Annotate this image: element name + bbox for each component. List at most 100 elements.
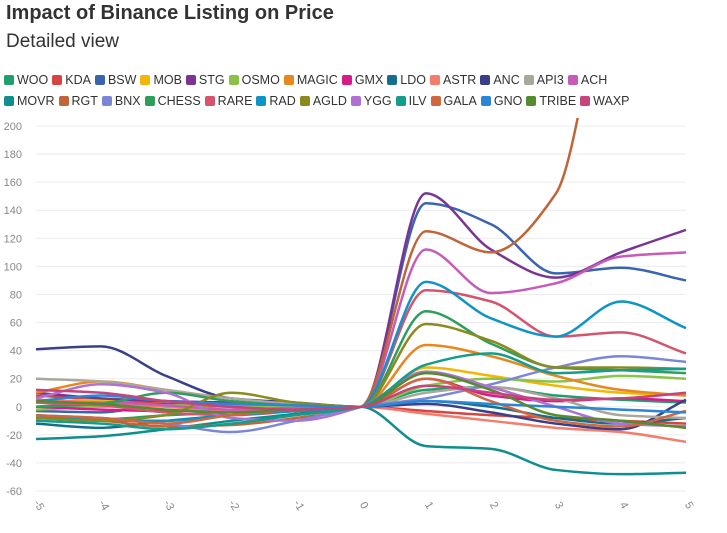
chart-legend: WOO KDA BSW MOB STG OSMO MAGIC GMX LDO ASTR ANC API…	[4, 69, 704, 111]
chart-title: Impact of Binance Listing on Price	[6, 2, 334, 24]
legend-swatch	[185, 74, 196, 85]
y-tick-label: 120	[4, 233, 22, 245]
x-tick-label: 1	[422, 500, 435, 511]
legend-item-agld[interactable]: AGLD	[299, 93, 347, 108]
legend-swatch	[526, 95, 537, 106]
x-tick-label: -2	[226, 498, 241, 512]
legend-item-kda[interactable]: KDA	[52, 73, 91, 87]
legend-item-bsw[interactable]: BSW	[94, 72, 137, 87]
x-tick-label: -4	[96, 498, 111, 512]
legend-swatch	[523, 74, 534, 85]
legend-item-ygg[interactable]: YGG	[350, 93, 392, 108]
legend-item-mob[interactable]: MOB	[140, 72, 182, 87]
legend-label: BNX	[114, 93, 141, 108]
y-tick-label: -40	[6, 458, 22, 470]
legend-label: ASTR	[443, 72, 477, 87]
legend-swatch	[256, 95, 267, 106]
legend-label: MAGIC	[296, 72, 338, 87]
x-tick-label: -5	[31, 498, 46, 512]
y-tick-label: 60	[10, 318, 22, 330]
legend-item-stg[interactable]: STG	[185, 73, 225, 87]
series-line-waxp[interactable]	[36, 384, 687, 411]
chart-subtitle: Detailed view	[6, 31, 119, 52]
legend-item-osmo[interactable]: OSMO	[228, 73, 280, 87]
legend-label: MOB	[153, 72, 182, 87]
legend-item-ilv[interactable]: ILV	[395, 93, 427, 108]
legend-swatch	[480, 74, 491, 85]
x-axis-labels: -5 -4 -3 -2 -1 0 1 2 3 4 5	[31, 498, 695, 512]
series-line-stg[interactable]	[36, 192, 687, 409]
legend-swatch	[350, 95, 361, 106]
y-tick-label: 180	[4, 149, 22, 161]
legend-item-gno[interactable]: GNO	[480, 93, 523, 108]
legend-swatch	[4, 74, 14, 85]
legend-swatch	[430, 95, 441, 106]
legend-item-tribe[interactable]: TRIBE	[526, 94, 576, 108]
legend-label: ILV	[408, 93, 427, 108]
legend-label: BSW	[107, 72, 137, 87]
legend-item-astr[interactable]: ASTR	[430, 73, 476, 87]
legend-label: YGG	[363, 93, 392, 108]
legend-item-ldo[interactable]: LDO	[387, 73, 426, 87]
legend-label: LDO	[400, 72, 426, 87]
legend-swatch	[228, 74, 239, 85]
series-line-rgt[interactable]	[36, 0, 686, 428]
x-tick-label: 3	[552, 500, 565, 511]
legend-item-rgt[interactable]: RGT	[58, 93, 98, 108]
x-tick-label: 2	[487, 500, 500, 511]
legend-swatch	[567, 74, 578, 85]
legend-swatch	[94, 74, 105, 85]
x-tick-label: -1	[291, 498, 306, 512]
legend-item-ach[interactable]: ACH	[567, 73, 607, 87]
x-tick-label: 4	[617, 500, 630, 511]
legend-label: WAXP	[593, 93, 630, 108]
legend-swatch	[430, 74, 440, 85]
legend-label: RAD	[269, 93, 296, 108]
legend-label: ANC	[493, 72, 520, 87]
legend-row-1: WOO KDA BSW MOB STG OSMO MAGIC GMX LDO ASTR ANC API…	[4, 69, 704, 90]
grid-lines	[36, 125, 686, 492]
legend-item-chess[interactable]: CHESS	[144, 94, 201, 108]
legend-item-anc[interactable]: ANC	[480, 72, 520, 87]
legend-item-rad[interactable]: RAD	[256, 93, 296, 108]
y-tick-label: 40	[10, 346, 22, 358]
legend-label: WOO	[17, 72, 49, 87]
legend-label: MOVR	[17, 93, 55, 108]
legend-swatch	[387, 74, 398, 85]
series-line-bsw[interactable]	[36, 201, 687, 414]
legend-swatch	[580, 95, 591, 106]
legend-swatch	[480, 95, 491, 106]
legend-item-gmx[interactable]: GMX	[341, 72, 384, 87]
legend-label: RARE	[217, 93, 253, 108]
legend-swatch	[204, 95, 215, 106]
x-tick-label: 0	[357, 500, 370, 511]
legend-label: GMX	[354, 72, 384, 87]
y-tick-label: -20	[6, 430, 22, 442]
legend-item-api3[interactable]: API3	[523, 73, 564, 87]
x-tick-label: 5	[682, 500, 695, 511]
legend-label: RGT	[71, 93, 98, 108]
y-tick-label: 100	[4, 261, 22, 273]
legend-item-movr[interactable]: MOVR	[4, 94, 55, 108]
legend-item-waxp[interactable]: WAXP	[580, 93, 630, 108]
legend-item-woo[interactable]: WOO	[4, 73, 48, 87]
y-tick-label: 0	[16, 402, 22, 414]
legend-item-magic[interactable]: MAGIC	[283, 72, 338, 87]
legend-item-rare[interactable]: RARE	[204, 93, 253, 108]
x-tick-label: -3	[161, 498, 176, 512]
legend-label: AGLD	[312, 93, 347, 108]
legend-row-2: MOVR RGT BNX CHESS RARE RAD AGLD YGG ILV GALA GNO T…	[4, 90, 704, 111]
legend-item-bnx[interactable]: BNX	[101, 93, 141, 108]
legend-swatch	[4, 95, 14, 106]
y-tick-label: 140	[4, 205, 22, 217]
legend-label: KDA	[65, 72, 91, 87]
legend-item-gala[interactable]: GALA	[430, 94, 477, 108]
legend-label: GNO	[493, 93, 523, 108]
legend-swatch	[299, 95, 310, 106]
legend-swatch	[144, 95, 155, 106]
series-line-rad[interactable]	[36, 280, 687, 423]
y-tick-label: 20	[10, 374, 22, 386]
legend-swatch	[395, 95, 406, 106]
